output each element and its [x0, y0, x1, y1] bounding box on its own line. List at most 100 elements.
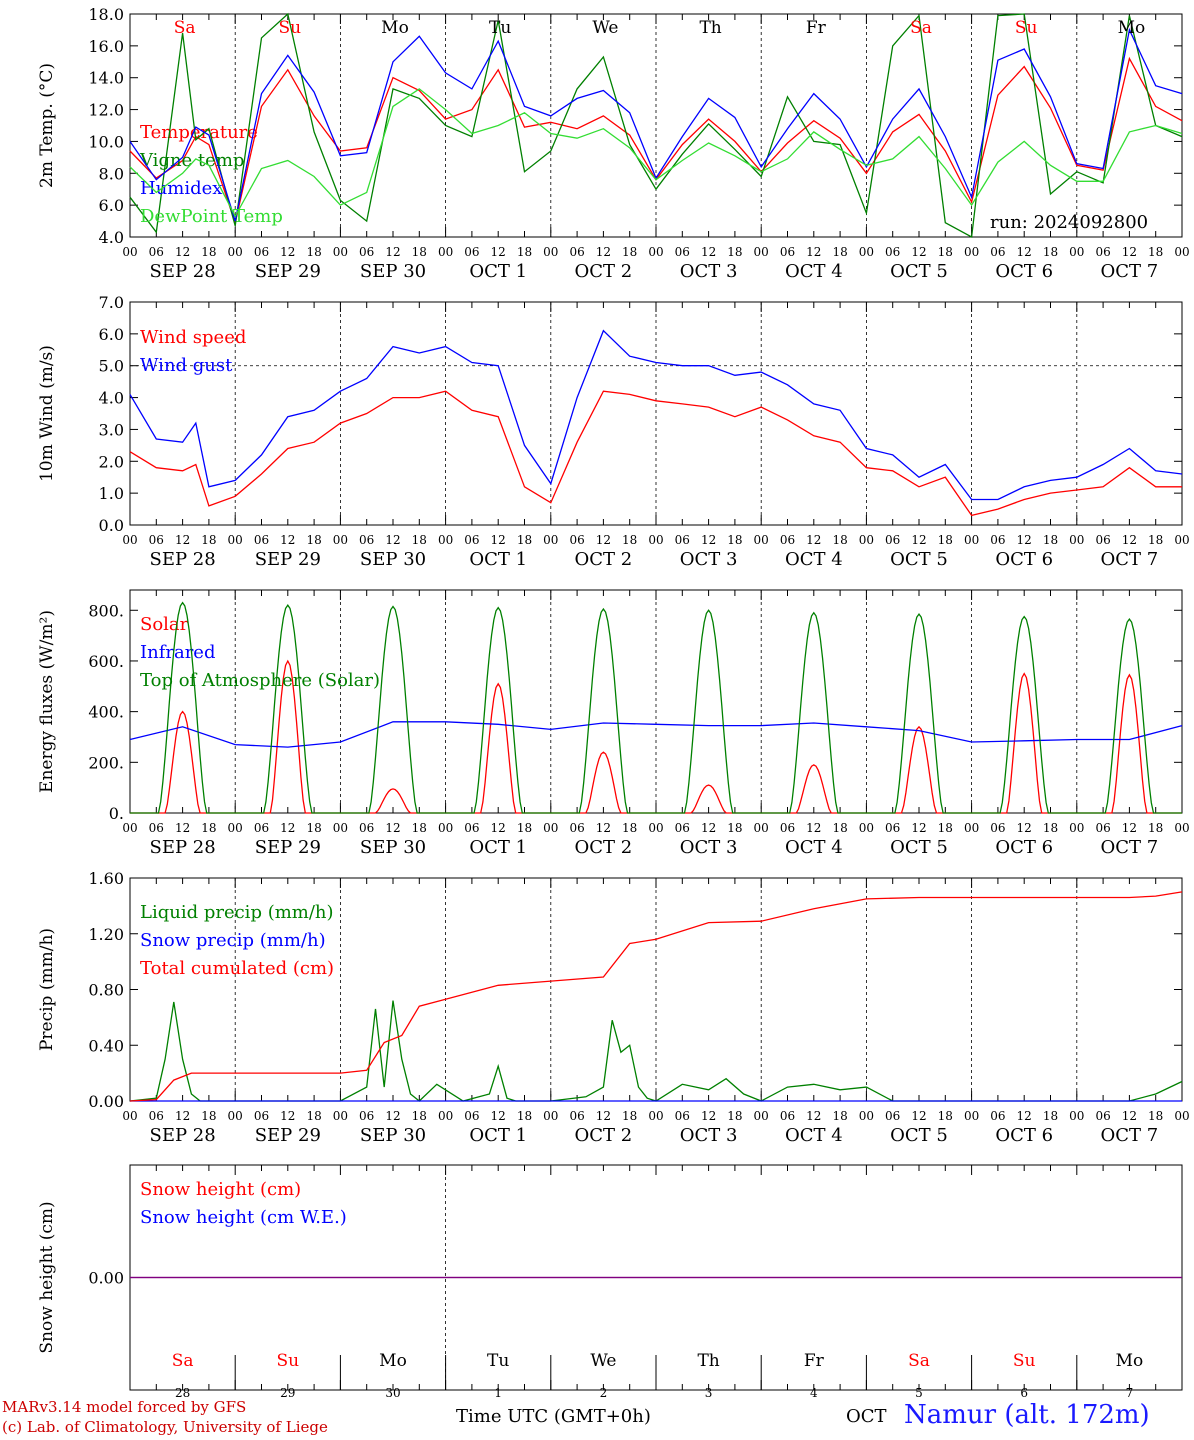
hour-tick-label: 18 — [832, 245, 847, 259]
date-label: OCT 1 — [469, 261, 527, 282]
date-label: OCT 7 — [1101, 549, 1159, 570]
hour-tick-label: 00 — [1174, 1109, 1189, 1123]
weekday-label: We — [590, 1351, 616, 1371]
hour-tick-label: 00 — [1174, 533, 1189, 547]
y-tick-label: 1.20 — [88, 925, 124, 944]
hour-tick-label: 06 — [990, 1109, 1005, 1123]
hour-tick-label: 06 — [464, 821, 479, 835]
hour-tick-label: 00 — [1069, 1109, 1084, 1123]
legend-entry: Top of Atmosphere (Solar) — [140, 670, 380, 691]
hour-tick-label: 00 — [543, 821, 558, 835]
hour-tick-label: 06 — [1095, 821, 1110, 835]
y-tick-label: 600. — [88, 652, 124, 671]
weekday-label: Fr — [804, 1351, 825, 1371]
hour-tick-label: 18 — [306, 533, 321, 547]
hour-tick-label: 00 — [859, 821, 874, 835]
hour-tick-label: 00 — [754, 533, 769, 547]
legend-entry: Snow height (cm W.E.) — [140, 1207, 347, 1228]
y-axis-label: 2m Temp. (°C) — [37, 63, 57, 188]
hour-tick-label: 00 — [964, 245, 979, 259]
day-number: 5 — [915, 1386, 923, 1400]
hour-tick-label: 18 — [727, 821, 742, 835]
hour-tick-label: 12 — [1017, 1109, 1032, 1123]
y-tick-label: 0.0 — [99, 516, 124, 535]
y-tick-label: 0.00 — [88, 1269, 124, 1288]
date-label: OCT 7 — [1101, 1125, 1159, 1146]
hour-tick-label: 12 — [701, 533, 716, 547]
series-line-red — [129, 56, 1183, 226]
y-tick-label: 2.0 — [99, 452, 124, 471]
date-label: OCT 5 — [890, 837, 948, 858]
hour-tick-label: 06 — [359, 533, 374, 547]
hour-tick-label: 12 — [175, 1109, 190, 1123]
date-label: OCT 6 — [995, 261, 1053, 282]
date-label: SEP 29 — [255, 837, 321, 858]
hour-tick-label: 12 — [596, 1109, 611, 1123]
hour-tick-label: 00 — [543, 533, 558, 547]
hour-tick-label: 12 — [1017, 821, 1032, 835]
weekday-label: Tu — [487, 1351, 509, 1371]
hour-tick-label: 18 — [201, 245, 216, 259]
hour-tick-label: 12 — [491, 821, 506, 835]
date-label: OCT 5 — [890, 261, 948, 282]
plot-frame — [129, 13, 1183, 238]
station-label: Namur (alt. 172m) — [904, 1400, 1150, 1430]
hour-tick-label: 00 — [648, 1109, 663, 1123]
hour-tick-label: 00 — [648, 821, 663, 835]
hour-tick-label: 18 — [517, 533, 532, 547]
hour-tick-label: 00 — [964, 821, 979, 835]
hour-tick-label: 00 — [648, 245, 663, 259]
hour-tick-label: 18 — [1043, 821, 1058, 835]
date-label: OCT 2 — [575, 1125, 633, 1146]
hour-tick-label: 12 — [596, 245, 611, 259]
hour-tick-label: 00 — [859, 533, 874, 547]
hour-tick-label: 06 — [1095, 245, 1110, 259]
hour-tick-label: 12 — [385, 245, 400, 259]
hour-tick-label: 00 — [1069, 821, 1084, 835]
date-label: OCT 3 — [680, 837, 738, 858]
hour-tick-label: 06 — [359, 245, 374, 259]
date-label: OCT 1 — [469, 1125, 527, 1146]
hour-tick-label: 06 — [569, 533, 584, 547]
hour-tick-label: 00 — [228, 245, 243, 259]
day-number: 28 — [175, 1386, 190, 1400]
legend-entry: Wind speed — [140, 327, 246, 348]
hour-tick-label: 00 — [1069, 245, 1084, 259]
legend-entry: Snow precip (mm/h) — [140, 930, 326, 951]
hour-tick-label: 06 — [675, 245, 690, 259]
date-label: OCT 3 — [680, 1125, 738, 1146]
hour-tick-label: 06 — [254, 245, 269, 259]
weekday-label: Su — [1015, 18, 1038, 38]
hour-tick-label: 18 — [622, 245, 637, 259]
hour-tick-label: 06 — [885, 821, 900, 835]
hour-tick-label: 18 — [412, 821, 427, 835]
hour-tick-label: 12 — [596, 533, 611, 547]
hour-tick-label: 06 — [464, 1109, 479, 1123]
hour-tick-label: 12 — [280, 1109, 295, 1123]
y-tick-label: 3.0 — [99, 420, 124, 439]
hour-tick-label: 06 — [990, 533, 1005, 547]
hour-tick-label: 12 — [385, 821, 400, 835]
date-label: SEP 29 — [255, 1125, 321, 1146]
hour-tick-label: 12 — [280, 533, 295, 547]
series-line-red — [129, 390, 1182, 517]
hour-tick-label: 18 — [622, 1109, 637, 1123]
footer-lab: (c) Lab. of Climatology, University of L… — [2, 1418, 328, 1436]
hour-tick-label: 00 — [333, 821, 348, 835]
date-label: OCT 7 — [1101, 261, 1159, 282]
hour-tick-label: 06 — [675, 1109, 690, 1123]
hour-tick-label: 12 — [175, 821, 190, 835]
hour-tick-label: 06 — [990, 821, 1005, 835]
hour-tick-label: 00 — [438, 1109, 453, 1123]
hour-tick-label: 06 — [149, 245, 164, 259]
y-tick-label: 4.0 — [99, 228, 124, 247]
hour-tick-label: 00 — [543, 1109, 558, 1123]
y-tick-label: 8.0 — [99, 164, 124, 183]
weekday-label: We — [592, 18, 618, 38]
date-label: SEP 28 — [149, 549, 215, 570]
hour-tick-label: 00 — [122, 1109, 137, 1123]
weekday-label: Mo — [1118, 18, 1146, 38]
hour-tick-label: 06 — [1095, 533, 1110, 547]
day-number: 3 — [705, 1386, 713, 1400]
